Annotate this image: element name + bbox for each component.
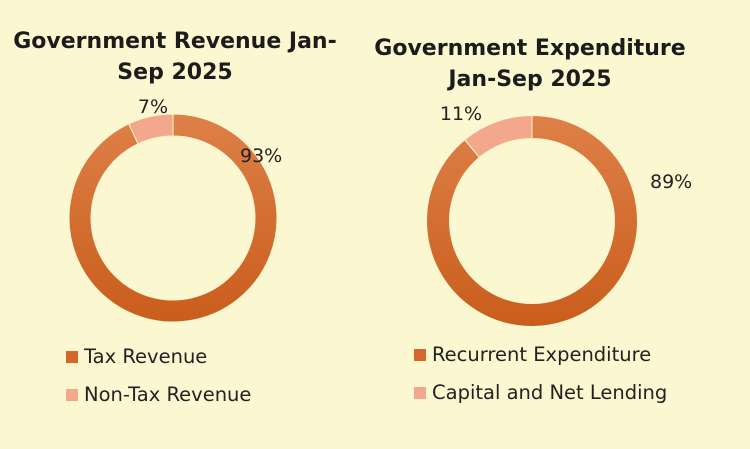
revenue-legend: Tax Revenue Non-Tax Revenue	[66, 344, 251, 408]
legend-item-tax-revenue: Tax Revenue	[66, 344, 251, 370]
legend-item-capital-net-lending: Capital and Net Lending	[414, 380, 667, 406]
donut-slice-non-tax-revenue	[128, 113, 174, 145]
data-label-tax-revenue: 93%	[240, 145, 282, 167]
legend-label-tax-revenue: Tax Revenue	[84, 345, 208, 368]
revenue-title-line-2: Sep 2025	[117, 60, 233, 85]
data-label-recurrent-expenditure: 89%	[650, 171, 692, 193]
revenue-chart-title: Government Revenue Jan- Sep 2025	[0, 26, 350, 88]
donut-slice-recurrent-expenditure	[426, 114, 638, 327]
donut-slice-tax-revenue	[68, 113, 278, 323]
revenue-title-line-1: Government Revenue Jan-	[13, 29, 337, 54]
legend-item-non-tax-revenue: Non-Tax Revenue	[66, 382, 251, 408]
expenditure-title-line-2: Jan-Sep 2025	[448, 67, 612, 92]
expenditure-chart-title: Government Expenditure Jan-Sep 2025	[360, 33, 700, 95]
legend-item-recurrent-expenditure: Recurrent Expenditure	[414, 342, 667, 368]
legend-label-non-tax-revenue: Non-Tax Revenue	[84, 383, 252, 406]
legend-label-capital-net-lending: Capital and Net Lending	[432, 381, 668, 404]
legend-swatch-tax-revenue	[66, 351, 78, 363]
legend-swatch-capital-net-lending	[414, 387, 426, 399]
legend-swatch-recurrent-expenditure	[414, 349, 426, 361]
expenditure-legend: Recurrent Expenditure Capital and Net Le…	[414, 342, 667, 406]
data-label-non-tax-revenue: 7%	[138, 96, 168, 118]
legend-swatch-non-tax-revenue	[66, 389, 78, 401]
legend-label-recurrent-expenditure: Recurrent Expenditure	[432, 343, 652, 366]
data-label-capital-and-net-lending: 11%	[440, 103, 482, 125]
expenditure-title-line-1: Government Expenditure	[374, 36, 686, 61]
donut-slice-capital-and-net-lending	[464, 114, 533, 159]
